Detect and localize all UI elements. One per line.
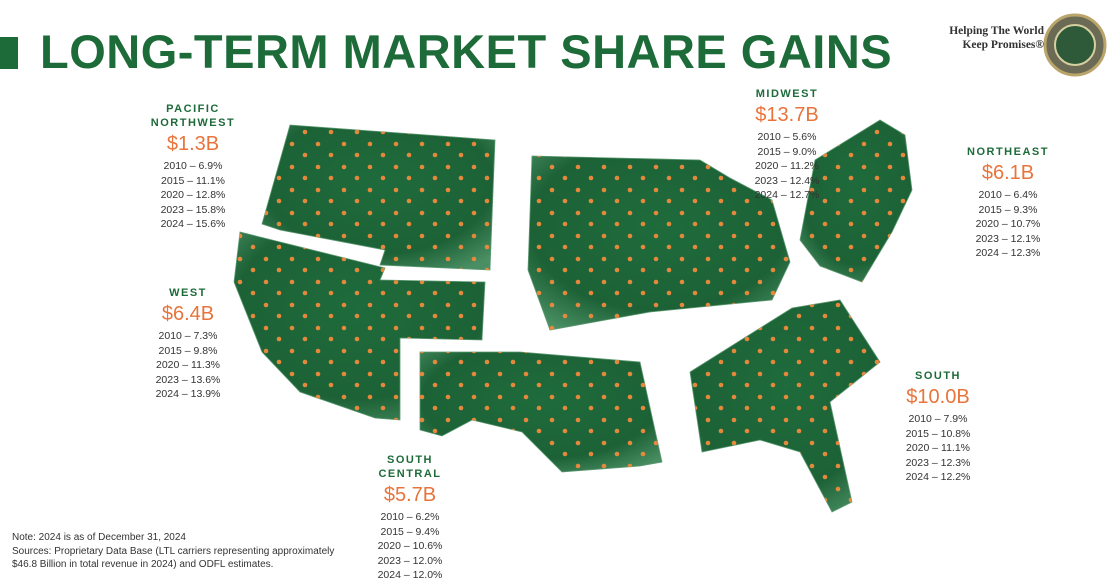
share-line: 2024 – 15.6%	[160, 218, 226, 231]
share-line: 2023 – 12.1%	[975, 232, 1041, 245]
share-line: 2020 – 10.7%	[975, 218, 1041, 231]
tagline-line: Keep Promises®	[962, 39, 1044, 51]
region-label: SOUTH CENTRAL $5.7B 2010 – 6.2% 2015 – 9.4%…	[325, 453, 495, 583]
region-label: WEST $6.4B 2010 – 7.3% 2015 – 9.8% 2020 – 11…	[103, 286, 273, 402]
share-line: 2023 – 12.0%	[377, 554, 443, 567]
dots	[420, 352, 662, 472]
region-label: PACIFIC NORTHWEST $1.3B 2010 – 6.9% 2015 – …	[108, 102, 278, 232]
share-line: 2023 – 12.3%	[905, 456, 971, 469]
footer-notes: Note: 2024 is as of December 31, 2024 Sou…	[12, 531, 334, 572]
share-line: 2015 – 9.3%	[978, 203, 1038, 216]
region-revenue: $1.3B	[166, 133, 220, 155]
region-label: MIDWEST $13.7B 2010 – 5.6% 2015 – 9.0% 2020 …	[702, 87, 872, 203]
share-line: 2020 – 11.2%	[754, 160, 820, 173]
dots	[234, 232, 485, 420]
note-line: Sources: Proprietary Data Base (LTL carr…	[12, 545, 335, 557]
region-label: SOUTH $10.0B 2010 – 7.9% 2015 – 10.8% 2020 –…	[853, 369, 1023, 485]
share-line: 2024 – 12.2%	[905, 471, 971, 484]
title-bar	[0, 37, 18, 69]
share-line: 2024 – 12.7%	[754, 189, 820, 202]
region-name: MIDWEST	[755, 88, 819, 100]
region-name: NORTHEAST	[967, 146, 1049, 158]
share-line: 2010 – 6.4%	[978, 189, 1038, 201]
share-line: 2015 – 11.1%	[160, 174, 226, 187]
slide-title: LONG-TERM MARKET SHARE GAINS	[40, 25, 893, 78]
region-name: SOUTH CENTRAL	[378, 454, 442, 480]
share-line: 2020 – 10.6%	[377, 540, 443, 553]
share-line: 2024 – 12.3%	[975, 247, 1041, 260]
dots	[528, 156, 790, 330]
dots	[800, 120, 912, 282]
share-line: 2020 – 11.1%	[905, 442, 971, 455]
logo	[1043, 13, 1107, 77]
note-line: $46.8 Billion in total revenue in 2024) …	[12, 559, 274, 570]
share-line: 2024 – 13.9%	[155, 388, 221, 401]
share-line: 2024 – 12.0%	[377, 569, 443, 582]
region-revenue: $6.4B	[161, 303, 215, 325]
location-dots	[234, 120, 912, 512]
share-line: 2015 – 9.8%	[158, 344, 218, 357]
region-name: WEST	[169, 287, 207, 299]
share-line: 2010 – 6.9%	[163, 160, 223, 172]
dots	[690, 300, 880, 512]
region-label: NORTHEAST $6.1B 2010 – 6.4% 2015 – 9.3% 2020…	[923, 145, 1093, 261]
share-line: 2015 – 10.8%	[905, 427, 971, 440]
tagline-line: Helping The World	[949, 25, 1044, 37]
share-line: 2010 – 7.3%	[158, 330, 218, 342]
note-line: Note: 2024 is as of December 31, 2024	[12, 532, 186, 543]
region-revenue: $10.0B	[906, 386, 970, 408]
region-revenue: $6.1B	[981, 162, 1035, 184]
region-name: PACIFIC NORTHWEST	[150, 103, 236, 129]
share-line: 2020 – 11.3%	[155, 359, 221, 372]
share-line: 2015 – 9.4%	[380, 525, 440, 538]
share-line: 2020 – 12.8%	[160, 189, 226, 202]
region-revenue: $13.7B	[755, 104, 819, 126]
region-revenue: $5.7B	[383, 484, 437, 506]
share-line: 2023 – 15.8%	[160, 203, 226, 216]
tagline: Helping The World Keep Promises®	[949, 24, 1044, 52]
share-line: 2010 – 7.9%	[908, 413, 968, 425]
share-line: 2010 – 5.6%	[757, 131, 817, 143]
share-line: 2023 – 12.4%	[754, 174, 820, 187]
region-name: SOUTH	[915, 370, 961, 382]
share-line: 2010 – 6.2%	[380, 511, 440, 523]
dots	[262, 125, 495, 270]
share-line: 2015 – 9.0%	[757, 145, 817, 158]
share-line: 2023 – 13.6%	[155, 373, 221, 386]
